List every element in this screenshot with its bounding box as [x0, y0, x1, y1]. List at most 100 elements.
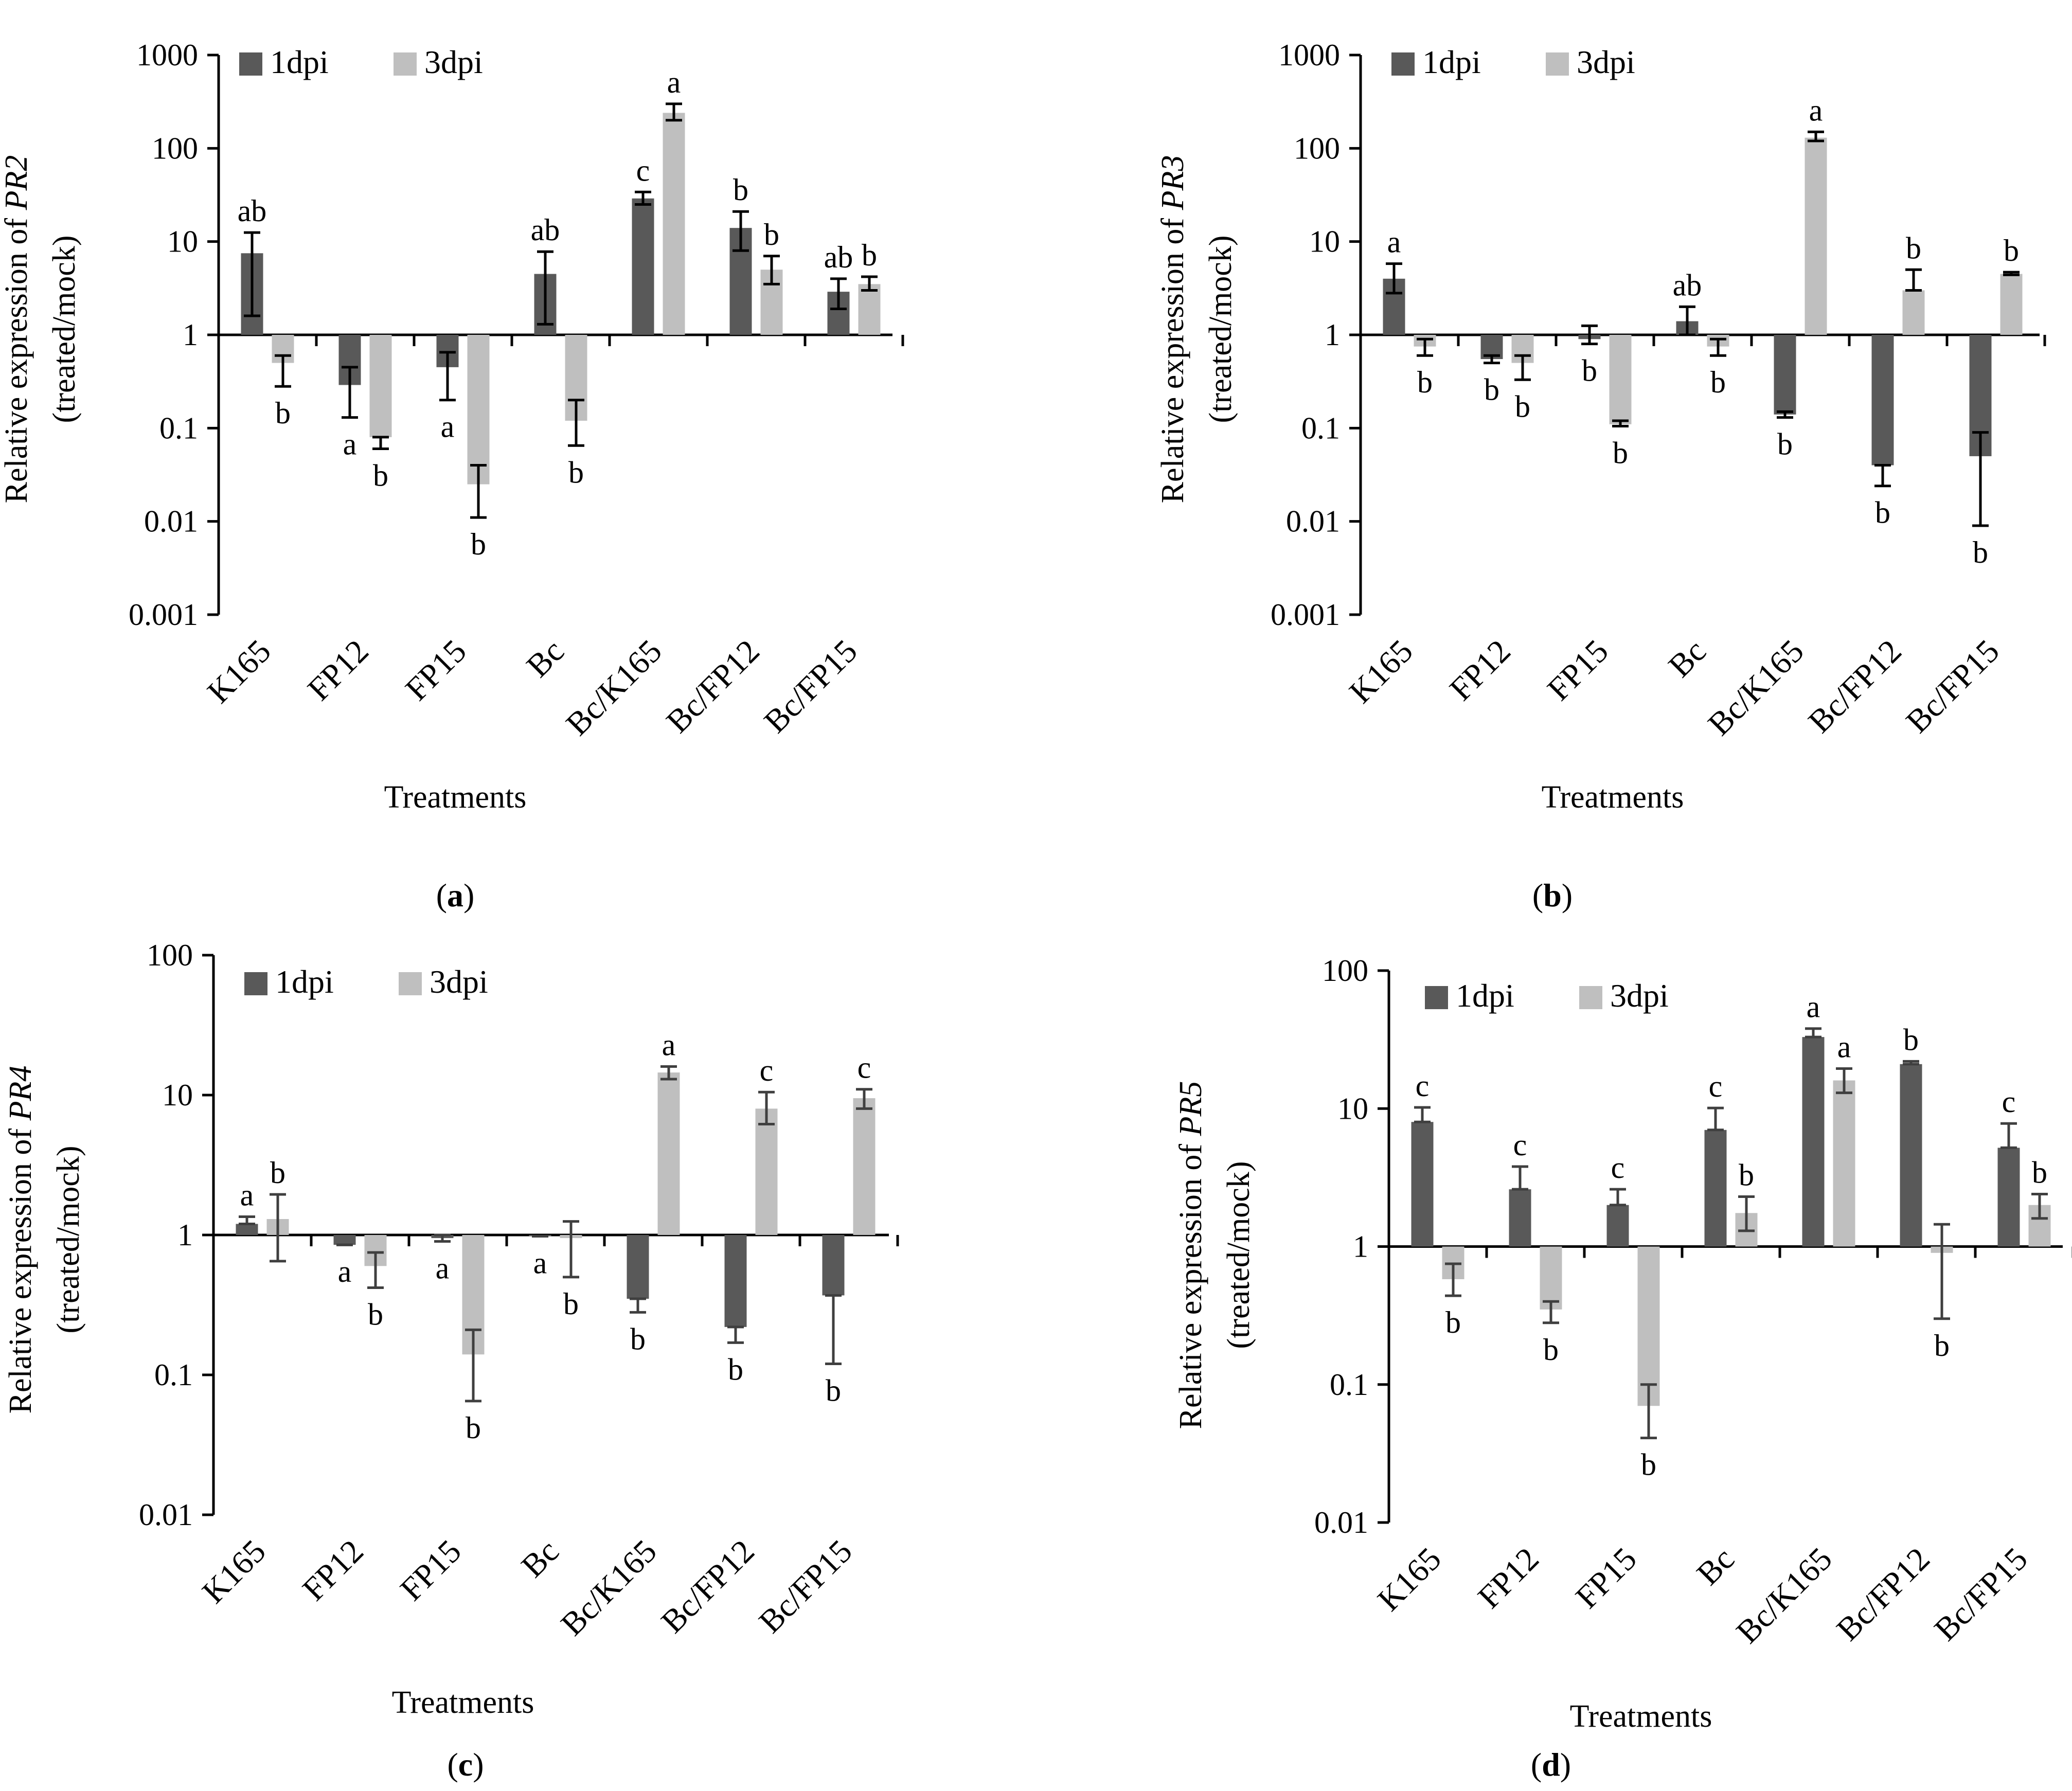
bar-1dpi-Bc-FP15 [1997, 1148, 2020, 1247]
ylabel-line2-a: (treated/mock) [47, 236, 82, 423]
significance-letter: c [1416, 1069, 1430, 1103]
category-label: Bc [519, 633, 570, 684]
significance-letter: b [1934, 1329, 1950, 1363]
bar-3dpi-Bc-K165 [1805, 137, 1827, 335]
significance-letter: b [1906, 231, 1921, 265]
significance-letter: a [1387, 225, 1401, 259]
xlabel-a: Treatments [384, 780, 527, 815]
bar-3dpi-FP12 [369, 335, 392, 437]
category-label: Bc/FP12 [654, 1533, 761, 1640]
significance-letter: b [826, 1373, 841, 1407]
panel-c: 1001010.10.01K165abFP12abFP15abBcabBc/K1… [3, 938, 899, 1783]
significance-letter: a [338, 1255, 352, 1288]
y-tick-label: 10 [1337, 1091, 1368, 1125]
significance-letter: b [1641, 1448, 1656, 1482]
significance-letter: b [373, 459, 388, 493]
category-label: Bc/FP15 [1927, 1541, 2034, 1648]
y-tick-label: 0.1 [1301, 411, 1340, 445]
ylabel-gene-a: PR2 [0, 155, 34, 211]
y-tick-label: 100 [147, 938, 193, 972]
bar-3dpi-Bc-FP12 [755, 1108, 778, 1235]
bar-1dpi-FP12 [333, 1235, 356, 1245]
y-tick-label: 1 [1325, 318, 1340, 352]
category-label: FP15 [1568, 1541, 1644, 1616]
y-tick-label: 0.001 [1271, 598, 1340, 632]
bar-3dpi-Bc-K165 [657, 1072, 680, 1235]
category-label: Bc [514, 1533, 565, 1584]
category-label: Bc/FP12 [659, 633, 766, 740]
legend-label-1dpi: 1dpi [275, 963, 334, 1000]
caption-b: (b) [1532, 877, 1573, 914]
bar-1dpi-K165 [236, 1224, 258, 1235]
category-label: Bc/K165 [1701, 633, 1811, 743]
category-label: FP12 [300, 633, 376, 708]
category-label: K165 [200, 633, 278, 710]
category-label: FP15 [398, 633, 473, 708]
bar-3dpi-Bc-FP15 [853, 1098, 876, 1235]
y-tick-label: 1 [1353, 1230, 1368, 1264]
significance-letter: b [2032, 1156, 2047, 1190]
legend-swatch-3dpi [399, 972, 422, 995]
bar-3dpi-Bc-FP15 [858, 284, 881, 335]
legend-swatch-1dpi [244, 972, 267, 995]
significance-letter: a [343, 427, 357, 461]
plot-a: 10001001010.10.010.001K165abbFP12abFP15a… [129, 38, 904, 742]
y-tick-label: 10 [1309, 225, 1340, 259]
y-tick-label: 100 [1322, 954, 1368, 988]
xlabel-c: Treatments [392, 1685, 534, 1720]
significance-letter: c [858, 1051, 871, 1085]
category-label: Bc/FP12 [1801, 633, 1908, 740]
y-tick-label: 1 [177, 1218, 193, 1252]
significance-letter: b [1417, 365, 1433, 399]
legend-label-3dpi: 3dpi [1610, 977, 1669, 1014]
significance-letter: b [1582, 354, 1597, 388]
significance-letter: a [662, 1028, 676, 1062]
bar-3dpi-Bc-K165 [1833, 1080, 1855, 1247]
significance-letter: b [2004, 234, 2019, 267]
ylabel-b: Relative expression of PR3 [1155, 155, 1190, 504]
bar-3dpi-Bc-K165 [663, 113, 685, 335]
significance-letter: c [636, 153, 650, 187]
ylabel-prefix-b: Relative expression of [1155, 210, 1190, 503]
caption-c: (c) [447, 1746, 484, 1783]
xlabel-b: Treatments [1542, 780, 1684, 815]
bar-1dpi-Bc-K165 [632, 198, 654, 335]
significance-letter: c [1513, 1128, 1527, 1162]
significance-letter: c [2002, 1085, 2016, 1119]
caption-letter-a: a [447, 877, 463, 914]
category-label: Bc [1689, 1541, 1741, 1592]
y-tick-label: 0.01 [144, 505, 198, 539]
significance-letter: ab [238, 194, 267, 228]
y-tick-label: 10 [167, 225, 198, 259]
significance-letter: a [1807, 990, 1820, 1024]
legend-swatch-3dpi [1579, 986, 1602, 1009]
category-label: FP15 [393, 1533, 468, 1608]
category-label: Bc/FP15 [757, 633, 864, 740]
bar-1dpi-Bc-K165 [1774, 335, 1796, 415]
bar-1dpi-Bc-FP12 [724, 1235, 747, 1327]
significance-letter: ab [531, 213, 560, 247]
ylabel-line2-d: (treated/mock) [1221, 1161, 1256, 1349]
significance-letter: b [1903, 1023, 1919, 1056]
significance-letter: b [1515, 389, 1530, 423]
bar-3dpi-FP15 [1609, 335, 1632, 424]
significance-letter: b [862, 238, 877, 272]
y-tick-label: 1000 [136, 38, 198, 72]
y-tick-label: 1000 [1278, 38, 1340, 72]
significance-letter: b [1710, 365, 1726, 399]
ylabel-a: Relative expression of PR2 [0, 155, 34, 504]
bar-3dpi-Bc-FP12 [1902, 290, 1925, 335]
bar-1dpi-Bc [1704, 1130, 1727, 1247]
caption-letter-b: b [1543, 877, 1562, 914]
significance-letter: a [436, 1251, 450, 1285]
y-tick-label: 0.01 [139, 1498, 193, 1532]
significance-letter: b [466, 1411, 481, 1445]
bar-1dpi-FP12 [1509, 1189, 1531, 1247]
significance-letter: b [471, 527, 486, 561]
significance-letter: b [568, 455, 584, 489]
bar-3dpi-FP15 [1637, 1246, 1660, 1406]
